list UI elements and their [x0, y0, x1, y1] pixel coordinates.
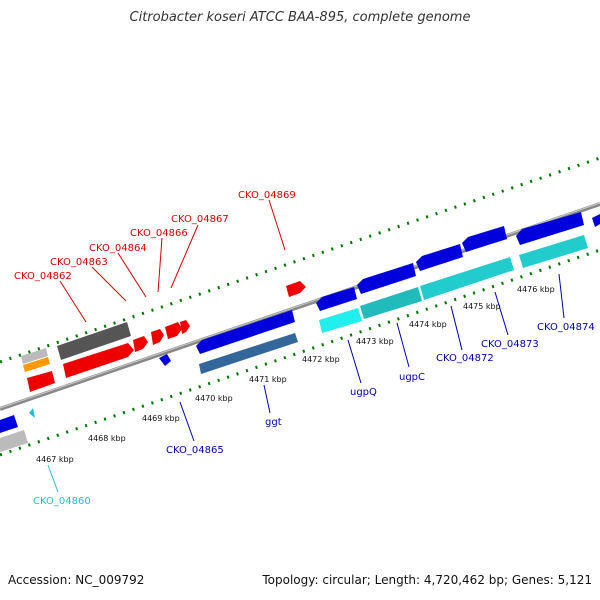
tick-label: 4467 kbp — [36, 455, 74, 464]
gene-cko-04865[interactable] — [159, 354, 171, 366]
tick-label: 4469 kbp — [142, 414, 180, 423]
topology-summary: Topology: circular; Length: 4,720,462 bp… — [262, 573, 592, 587]
map-title: Citrobacter koseri ATCC BAA-895, complet… — [129, 10, 471, 25]
gene-cko-04862[interactable] — [27, 371, 55, 392]
gene-cko-04863[interactable] — [63, 343, 134, 378]
gene-cko-04874-cds — [519, 235, 588, 268]
gene-label-cko-04865[interactable]: CKO_04865 — [166, 445, 224, 456]
gene-ugpQ-cds — [319, 308, 362, 333]
forward-labels — [59, 199, 286, 323]
gene-cko-04874[interactable] — [516, 212, 584, 245]
leader-ugpQ — [347, 339, 362, 384]
gene-edge-left — [0, 415, 18, 433]
leader-cko-04860 — [47, 464, 59, 493]
tick-label: 4473 kbp — [356, 337, 394, 346]
tick-label: 4476 kbp — [517, 285, 555, 294]
leader-cko-04867 — [170, 224, 199, 289]
leader-cko-04873 — [494, 291, 509, 336]
gene-cko-04868[interactable] — [180, 320, 190, 334]
inner-tick-row — [0, 248, 600, 457]
gene-label-ugpQ[interactable]: ugpQ — [350, 387, 377, 398]
gene-ggt-cds — [199, 333, 298, 374]
leader-cko-04866 — [157, 237, 163, 293]
leader-ugpC — [396, 322, 410, 368]
leader-cko-04872 — [450, 305, 463, 351]
gene-edge-right — [592, 214, 600, 227]
gene-cko-04867[interactable] — [165, 322, 182, 339]
gene-ugpC[interactable] — [357, 263, 416, 294]
gene-label-cko-04874[interactable]: CKO_04874 — [537, 322, 595, 333]
tick-label: 4475 kbp — [463, 302, 501, 311]
gene-label-cko-04869[interactable]: CKO_04869 — [238, 190, 296, 201]
scale-labels: 4467 kbp 4468 kbp 4469 kbp 4470 kbp 4471… — [36, 285, 555, 464]
gene-label-cko-04866[interactable]: CKO_04866 — [130, 228, 188, 239]
gene-cko-04869[interactable] — [286, 281, 306, 297]
pseudo-gene — [57, 322, 131, 360]
genome-backbone — [0, 202, 600, 411]
gene-label-cko-04863[interactable]: CKO_04863 — [50, 257, 108, 268]
gene-label-cko-04864[interactable]: CKO_04864 — [89, 243, 147, 254]
tick-label: 4470 kbp — [195, 394, 233, 403]
gene-ugpQ[interactable] — [316, 287, 357, 311]
tick-label: 4474 kbp — [409, 320, 447, 329]
gene-label-cko-04872[interactable]: CKO_04872 — [436, 353, 494, 364]
gene-cko-04872[interactable] — [416, 244, 463, 271]
gene-cko-04864[interactable] — [133, 336, 148, 352]
grey-feature-bottom — [0, 430, 28, 452]
orange-feature — [23, 357, 50, 372]
gene-label-ugpC[interactable]: ugpC — [399, 372, 425, 383]
gene-cko-04873[interactable] — [462, 226, 507, 252]
forward-genes — [21, 281, 306, 392]
leader-cko-04862 — [59, 280, 87, 323]
leader-cko-04869 — [268, 199, 286, 251]
backbone-highlight — [0, 202, 600, 409]
gene-label-ggt[interactable]: ggt — [265, 417, 282, 428]
gene-label-cko-04862[interactable]: CKO_04862 — [14, 271, 72, 282]
gene-cko-04872-cds — [420, 257, 514, 300]
leader-cko-04874 — [558, 273, 565, 319]
tick-label: 4468 kbp — [88, 434, 126, 443]
gene-ggt[interactable] — [196, 310, 295, 354]
leader-ggt — [263, 384, 271, 414]
leader-cko-04864 — [117, 252, 147, 298]
leader-cko-04863 — [91, 266, 127, 302]
gene-label-cko-04867[interactable]: CKO_04867 — [171, 214, 229, 225]
rna-feature[interactable] — [29, 408, 35, 418]
tick-label: 4471 kbp — [249, 375, 287, 384]
gene-label-cko-04873[interactable]: CKO_04873 — [481, 339, 539, 350]
reverse-genes — [0, 212, 600, 452]
gene-cko-04866[interactable] — [151, 329, 164, 345]
accession-text: Accession: NC_009792 — [8, 573, 145, 587]
leader-cko-04865 — [179, 401, 195, 442]
grey-feature-top — [21, 348, 48, 364]
gene-ugpC-cds — [360, 287, 422, 319]
tick-label: 4472 kbp — [302, 355, 340, 364]
reverse-labels — [179, 273, 565, 442]
gene-label-cko-04860[interactable]: CKO_04860 — [33, 496, 91, 507]
